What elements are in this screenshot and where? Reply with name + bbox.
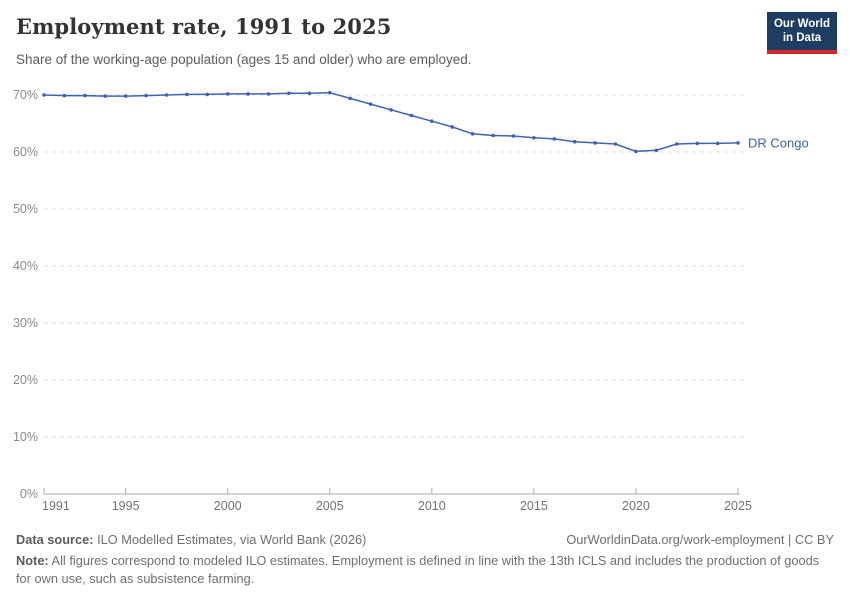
owid-logo-line1: Our World bbox=[773, 18, 830, 30]
x-tick-label: 2015 bbox=[520, 499, 548, 513]
y-tick-label: 60% bbox=[13, 145, 38, 159]
data-point-1998[interactable] bbox=[185, 92, 189, 97]
data-point-2004[interactable] bbox=[307, 91, 312, 96]
data-point-1991[interactable] bbox=[42, 93, 46, 97]
chart-title: Employment rate, 1991 to 2025 bbox=[16, 14, 392, 39]
data-point-2005[interactable] bbox=[328, 90, 332, 95]
data-point-2016[interactable] bbox=[552, 137, 557, 141]
data-source-line: Data source: ILO Modelled Estimates, via… bbox=[16, 531, 366, 549]
data-point-2023[interactable] bbox=[695, 141, 699, 146]
chart-footer: Data source: ILO Modelled Estimates, via… bbox=[16, 531, 834, 588]
data-point-1997[interactable] bbox=[164, 93, 169, 97]
y-tick-label: 50% bbox=[13, 202, 38, 216]
owid-cc-link[interactable]: OurWorldinData.org/work-employment | CC … bbox=[566, 532, 834, 547]
data-point-1994[interactable] bbox=[103, 94, 107, 98]
data-point-2003[interactable] bbox=[287, 91, 291, 96]
data-point-2014[interactable] bbox=[511, 134, 516, 138]
data-point-2006[interactable] bbox=[348, 96, 353, 101]
x-tick-label: 1991 bbox=[42, 499, 70, 513]
chart-subtitle: Share of the working-age population (age… bbox=[16, 52, 472, 67]
data-point-2007[interactable] bbox=[368, 102, 373, 106]
data-point-2015[interactable] bbox=[532, 136, 536, 140]
data-point-2002[interactable] bbox=[266, 92, 271, 96]
y-tick-label: 0% bbox=[20, 487, 38, 501]
y-tick-label: 20% bbox=[13, 373, 38, 387]
owid-logo-line2: in Data bbox=[782, 32, 822, 45]
data-point-1992[interactable] bbox=[62, 93, 67, 98]
data-point-2008[interactable] bbox=[389, 108, 393, 112]
data-source-label: Data source: bbox=[16, 532, 94, 547]
line-chart-plot[interactable]: 0% 10% 20% 30% 40% 50% 60% 70% 1991 1995 2000 2005 2… bbox=[0, 0, 850, 530]
data-point-2021[interactable] bbox=[654, 148, 659, 153]
data-point-2019[interactable] bbox=[613, 142, 618, 146]
x-tick-label: 1995 bbox=[112, 499, 140, 513]
y-tick-label: 40% bbox=[13, 259, 38, 273]
x-tick-label: 2020 bbox=[622, 499, 650, 513]
data-point-2009[interactable] bbox=[409, 113, 414, 118]
x-tick-label: 2000 bbox=[214, 499, 242, 513]
data-point-2017[interactable] bbox=[572, 139, 577, 144]
data-point-2011[interactable] bbox=[450, 125, 455, 129]
data-source-text: ILO Modelled Estimates, via World Bank (… bbox=[93, 532, 367, 547]
data-point-2018[interactable] bbox=[593, 141, 597, 145]
data-point-2025[interactable] bbox=[736, 141, 740, 145]
data-point-2010[interactable] bbox=[430, 119, 434, 123]
data-point-1995[interactable] bbox=[123, 94, 128, 98]
data-point-2020[interactable] bbox=[634, 149, 638, 154]
data-point-2022[interactable] bbox=[675, 142, 679, 146]
y-tick-label: 70% bbox=[13, 88, 38, 102]
data-point-2000[interactable] bbox=[225, 92, 230, 96]
data-point-2012[interactable] bbox=[470, 132, 475, 136]
note-text: All figures correspond to modeled ILO es… bbox=[16, 553, 820, 587]
x-tick-label: 2010 bbox=[418, 499, 446, 513]
x-tick-label: 2025 bbox=[724, 499, 752, 513]
data-point-2001[interactable] bbox=[246, 92, 250, 96]
note-line: Note: All figures correspond to modeled … bbox=[16, 552, 834, 588]
data-point-1996[interactable] bbox=[144, 93, 148, 98]
owid-logo[interactable]: Our World in Data bbox=[767, 12, 837, 54]
data-point-1999[interactable] bbox=[205, 92, 210, 97]
data-point-1993[interactable] bbox=[83, 93, 87, 98]
note-label: Note: bbox=[16, 553, 49, 569]
x-tick-label: 2005 bbox=[316, 499, 344, 513]
series-end-label[interactable]: DR Congo bbox=[748, 135, 809, 150]
data-point-2024[interactable] bbox=[715, 141, 720, 146]
y-tick-label: 10% bbox=[13, 430, 38, 444]
y-tick-label: 30% bbox=[13, 316, 38, 330]
line-series-DR Congo[interactable] bbox=[43, 91, 739, 153]
data-point-2013[interactable] bbox=[491, 133, 495, 138]
